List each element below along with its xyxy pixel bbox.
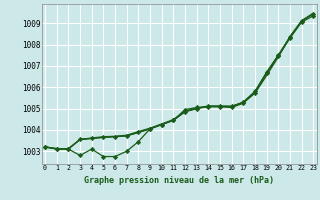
X-axis label: Graphe pression niveau de la mer (hPa): Graphe pression niveau de la mer (hPa) <box>84 176 274 185</box>
